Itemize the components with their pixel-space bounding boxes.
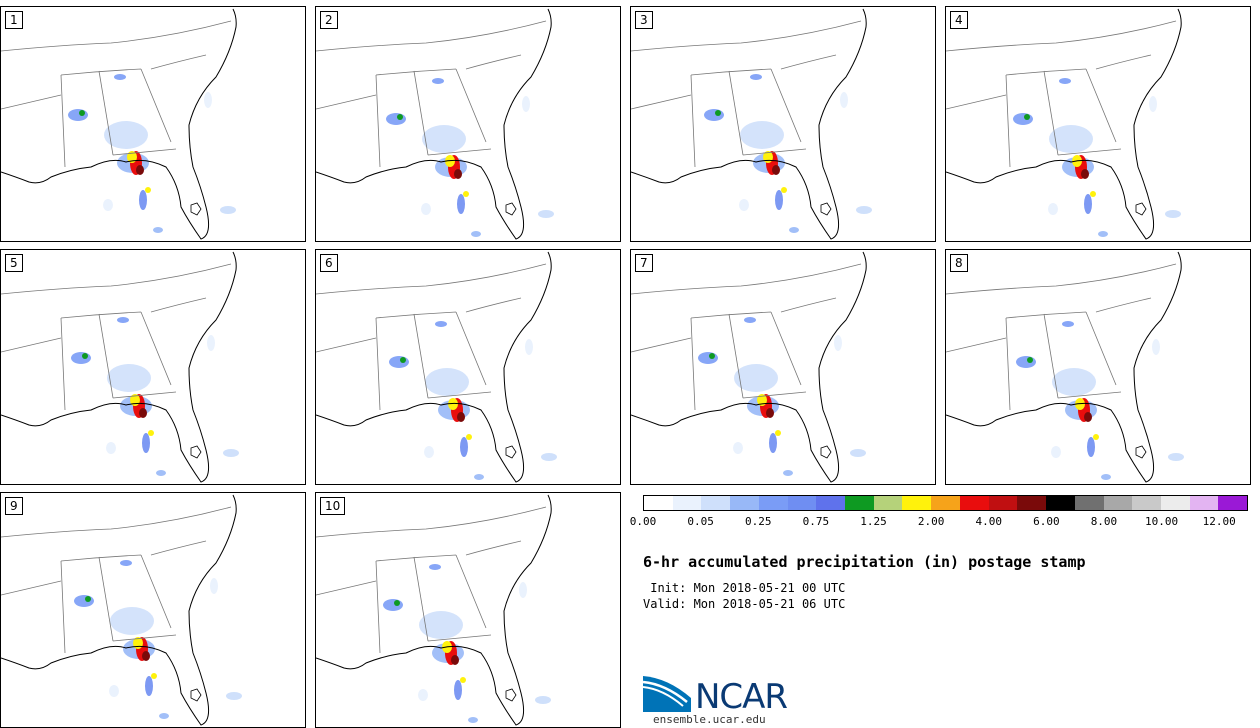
ensemble-member-panel: 8 [945,249,1251,485]
colorbar-segment [845,496,874,510]
ensemble-member-panel: 4 [945,6,1251,242]
colorbar-segment [902,496,932,510]
colorbar-segment [787,496,817,510]
colorbar-segment [1189,496,1219,510]
colorbar-segment [672,496,702,510]
colorbar-tick-label: 12.00 [1202,515,1236,528]
colorbar-segment [1218,496,1248,510]
member-number-label: 10 [320,497,346,515]
ensemble-member-panel: 2 [315,6,621,242]
colorbar-segment [988,496,1018,510]
colorbar-segment [1160,496,1190,510]
colorbar-segment [644,496,673,510]
precip-map-icon [316,494,552,726]
valid-time: Valid: Mon 2018-05-21 06 UTC [643,597,846,611]
precip-map-icon [946,8,1182,240]
precip-map-icon [631,8,872,240]
colorbar-segment [931,496,960,510]
precip-map-icon [1,251,239,483]
colorbar-segment [1074,496,1104,510]
colorbar-segment [959,496,989,510]
colorbar-tick-label: 10.00 [1145,515,1179,528]
member-number-label: 4 [950,11,968,29]
colorbar-tick-label: 0.05 [687,515,714,528]
colorbar-segment [1017,496,1047,510]
init-time: Init: Mon 2018-05-21 00 UTC [643,581,846,595]
colorbar-tick-label: 6.00 [1033,515,1060,528]
logo-url: ensemble.ucar.edu [653,713,766,726]
ensemble-member-panel: 7 [630,249,936,485]
member-number-label: 7 [635,254,653,272]
member-number-label: 2 [320,11,338,29]
colorbar-tick-label: 0.75 [802,515,830,528]
precip-map-icon [631,251,867,483]
colorbar-segment [1103,496,1133,510]
ensemble-member-panel: 9 [0,492,306,728]
colorbar-segment [873,496,903,510]
member-number-label: 6 [320,254,338,272]
chart-title: 6-hr accumulated precipitation (in) post… [643,553,1086,571]
colorbar-tick-label: 8.00 [1090,515,1118,528]
precip-map-icon [946,251,1184,483]
ensemble-member-panel: 10 [315,492,621,728]
member-number-label: 1 [5,11,23,29]
colorbar-segment [730,496,759,510]
precipitation-colorbar [643,495,1248,511]
colorbar-segment [758,496,788,510]
ensemble-member-panel: 1 [0,6,306,242]
member-number-label: 9 [5,497,23,515]
colorbar-segment [816,496,846,510]
member-number-label: 5 [5,254,23,272]
colorbar-tick-label: 0.25 [744,515,772,528]
ncar-logo-text: NCAR [695,677,788,717]
precip-map-icon [316,251,557,483]
precip-map-icon [1,8,237,240]
colorbar-tick-label: 4.00 [975,515,1002,528]
colorbar-tick-label: 2.00 [917,515,945,528]
member-number-label: 3 [635,11,653,29]
colorbar-segment [1132,496,1161,510]
colorbar-tick-label: 1.25 [860,515,887,528]
ensemble-member-panel: 6 [315,249,621,485]
colorbar-tick-label: 0.00 [629,515,657,528]
colorbar-segment [1046,496,1075,510]
ncar-logo-icon [643,676,691,712]
precip-map-icon [316,8,554,240]
precip-map-icon [1,494,242,726]
colorbar-segment [701,496,731,510]
ensemble-member-panel: 3 [630,6,936,242]
member-number-label: 8 [950,254,968,272]
ensemble-member-panel: 5 [0,249,306,485]
